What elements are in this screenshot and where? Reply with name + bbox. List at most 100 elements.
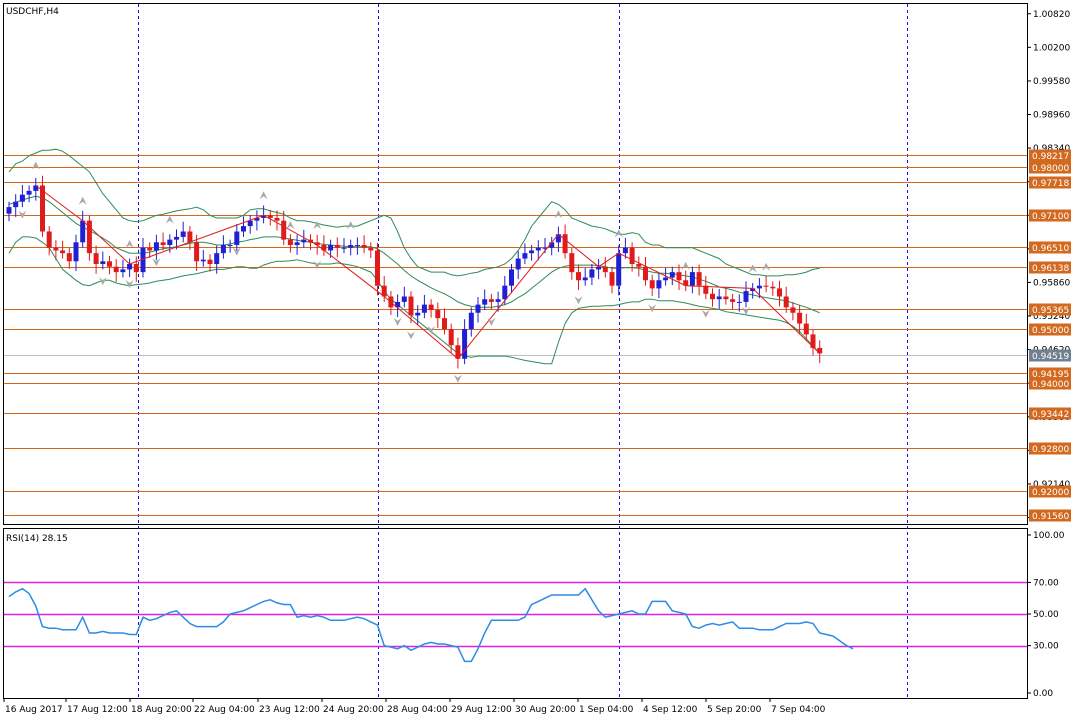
candle-bull [475, 304, 481, 313]
candle-bear [777, 288, 782, 297]
candle-bull [348, 245, 354, 248]
candle-bull [261, 215, 267, 218]
price-level-tag [1029, 377, 1071, 390]
rsi-tick-label: 100.00 [1033, 531, 1065, 541]
price-level-labels: 0.98217 0.98000 0.97718 0.97100 0.96510 0.961… [1029, 149, 1071, 522]
candle-bear [636, 264, 642, 267]
candle-bear [113, 266, 119, 273]
candle-bear [86, 220, 92, 254]
fractal-up-arrow [748, 264, 757, 273]
fractal-up-arrow [286, 221, 295, 230]
candle-bull [622, 247, 628, 254]
candle-bear [442, 318, 447, 329]
fractal-down-arrow [742, 307, 750, 316]
price-level-tag [1029, 509, 1071, 522]
time-tick-label: 7 Sep 04:00 [771, 705, 826, 715]
candle-bull [468, 312, 474, 329]
candle-bull [153, 242, 159, 251]
price-level-tag [1029, 442, 1071, 455]
candle-bull [254, 217, 260, 221]
candle-bull [100, 261, 106, 264]
price-level-label: 0.97100 [1032, 212, 1069, 222]
candle-bear [703, 285, 709, 294]
candle-bull [395, 301, 401, 308]
price-tick-label: 1.00820 [1033, 10, 1070, 20]
time-tick-label: 23 Aug 12:00 [259, 705, 320, 715]
price-level-tag [1029, 149, 1071, 162]
candle-bear [428, 304, 434, 311]
bollinger-upper-line [8, 148, 820, 277]
candle-bear [381, 285, 387, 297]
fractal-down-arrow [407, 331, 415, 340]
price-level-label: 0.96510 [1032, 244, 1069, 254]
candle-bull [73, 242, 79, 262]
price-level-label: 0.94195 [1032, 370, 1069, 380]
candle-bull [140, 247, 146, 273]
fractal-markers [18, 161, 771, 383]
candle-bear [488, 299, 494, 302]
price-level-tag [1029, 323, 1071, 336]
candle-bear [267, 215, 273, 218]
candle-bear [314, 242, 320, 246]
price-tick-label: 1.00200 [1033, 43, 1070, 53]
candle-bull [127, 264, 133, 270]
time-tick-label: 1 Sep 04:00 [579, 705, 634, 715]
candle-bull [6, 207, 12, 214]
fractal-up-arrow [346, 221, 355, 230]
candle-bear [60, 250, 66, 254]
candle-bull [341, 247, 347, 249]
candle-bear [274, 217, 280, 221]
zigzag-line [35, 185, 821, 360]
candle-bull [294, 242, 300, 246]
candle-bull [669, 272, 675, 278]
time-tick-label: 18 Aug 20:00 [131, 705, 192, 715]
candle-bull [656, 280, 662, 289]
bollinger-lower-line [8, 236, 821, 365]
candle-bear [643, 266, 648, 281]
time-tick-label: 16 Aug 2017 [5, 705, 63, 715]
zigzag-indicator [35, 185, 821, 360]
candle-bull [515, 258, 521, 270]
candle-bull [120, 269, 126, 273]
fractal-up-arrow [125, 240, 134, 249]
fractal-down-arrow [487, 317, 496, 326]
candle-bull [689, 272, 695, 286]
time-tick-label: 4 Sep 12:00 [643, 705, 698, 715]
fractal-up-arrow [681, 261, 690, 270]
candle-bear [710, 293, 715, 300]
price-level-label: 0.95000 [1032, 326, 1069, 336]
candle-bull [241, 226, 246, 232]
fractal-down-arrow [393, 317, 402, 326]
price-level-tag [1029, 303, 1071, 316]
candle-bull [401, 296, 407, 302]
candle-bear [629, 247, 635, 264]
candle-bull [200, 259, 206, 262]
candle-bull [247, 220, 253, 227]
candle-bear [334, 245, 340, 248]
price-level-label: 0.94000 [1032, 380, 1069, 390]
fractal-down-arrow [232, 247, 241, 256]
fractal-up-arrow [762, 262, 771, 271]
price-tick-label: 0.95240 [1033, 312, 1070, 322]
rsi-tick-label: 30.00 [1033, 642, 1059, 652]
candle-bull [750, 288, 756, 292]
price-level-label: 0.92800 [1032, 445, 1069, 455]
price-level-label: 0.91560 [1032, 512, 1069, 522]
fractal-down-arrow [313, 261, 322, 269]
candle-bear [783, 296, 789, 308]
candle-bull [743, 291, 749, 302]
candle-bull [756, 285, 762, 289]
candle-bull [502, 285, 508, 300]
candle-bull [495, 299, 501, 302]
candle-bear [375, 250, 380, 286]
candle-bull [509, 269, 514, 286]
fractal-down-arrow [453, 374, 462, 383]
price-level-label: 0.96138 [1032, 264, 1069, 274]
fractal-up-arrow [313, 221, 322, 230]
candle-bull [328, 245, 334, 251]
price-level-tag [1029, 209, 1071, 222]
fractal-up-arrow [259, 191, 268, 200]
time-tick-label: 24 Aug 20:00 [323, 705, 384, 715]
candle-bear [683, 280, 689, 286]
candle-bear [562, 234, 568, 254]
